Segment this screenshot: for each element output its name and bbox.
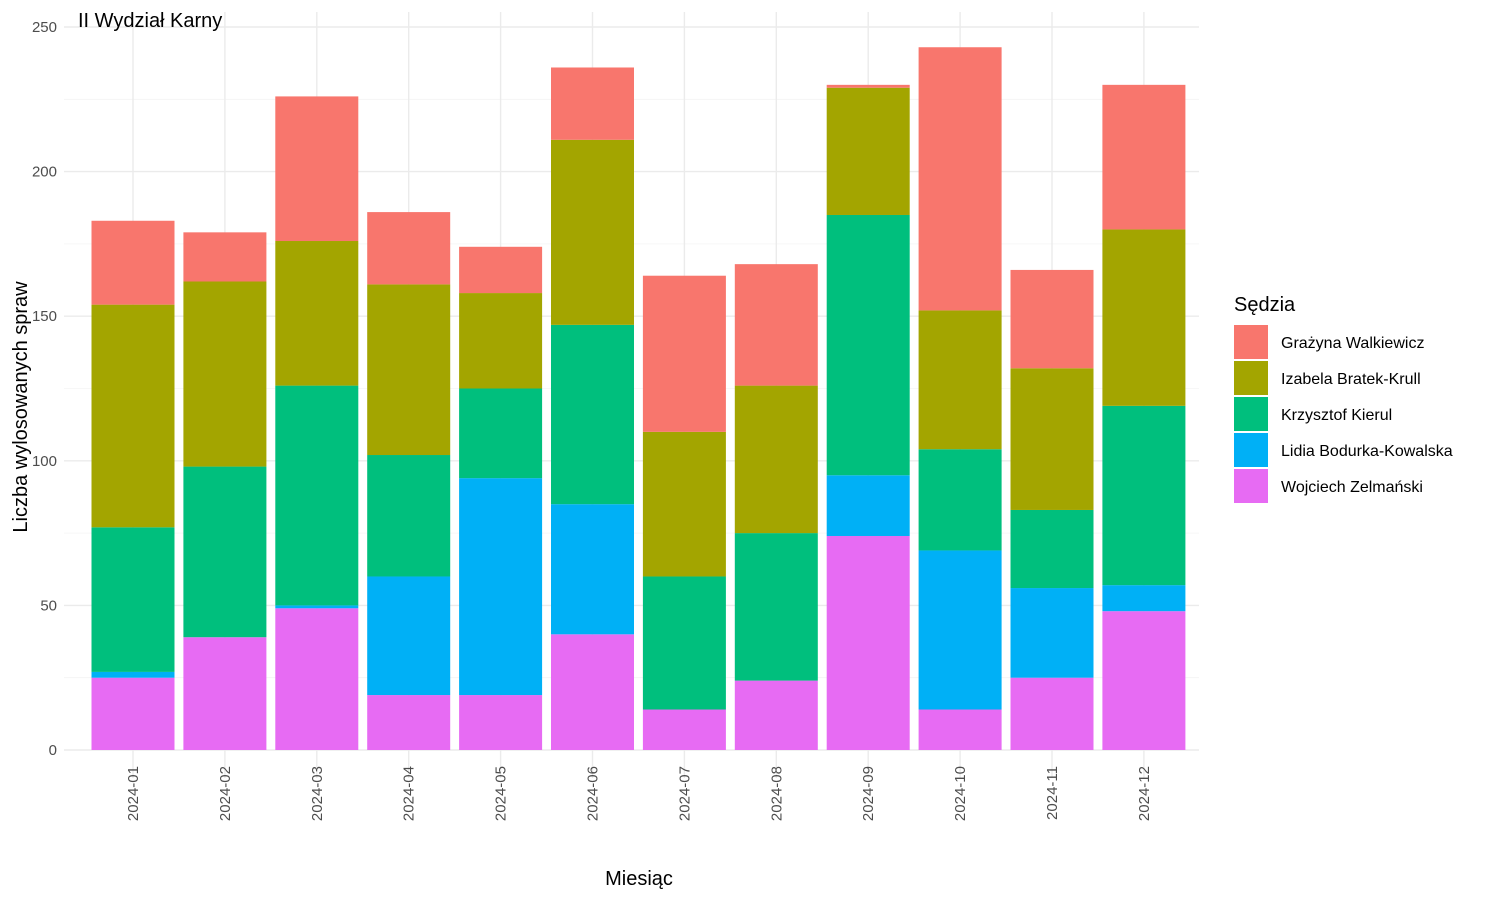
x-tick-label: 2024-10	[952, 766, 969, 821]
bar-segment	[918, 310, 1002, 450]
bar-segment	[275, 241, 359, 386]
bar-segment	[642, 709, 726, 750]
legend: Sędzia Grażyna Walkiewicz Izabela Bratek-…	[1234, 294, 1453, 503]
y-tick-label: 250	[32, 19, 57, 36]
bar-segment	[734, 680, 818, 750]
bar-segment	[918, 709, 1002, 750]
bar-segment	[918, 449, 1002, 551]
x-tick-label: 2024-11	[1044, 766, 1061, 820]
legend-key	[1234, 325, 1268, 359]
legend-label: Krzysztof Kierul	[1281, 407, 1392, 424]
bar-segment	[642, 275, 726, 432]
bar-segment	[826, 535, 910, 750]
x-tick-label: 2024-03	[309, 766, 326, 821]
bar-segment	[1102, 405, 1186, 586]
bar-segment	[826, 475, 910, 536]
x-tick-label: 2024-12	[1136, 766, 1153, 821]
bar-segment	[1102, 229, 1186, 406]
bar-segment	[642, 431, 726, 577]
bar-segment	[551, 139, 634, 325]
x-tick-label: 2024-07	[676, 766, 693, 821]
bar-segment	[1102, 84, 1186, 230]
bar-segment	[367, 284, 451, 456]
bar-segment	[275, 608, 359, 750]
legend-label: Lidia Bodurka-Kowalska	[1281, 443, 1453, 460]
bar-segment	[183, 637, 267, 750]
bar-segment	[734, 264, 818, 386]
bar-segment	[275, 96, 359, 242]
bar-segment	[367, 576, 451, 696]
bar-segment	[826, 214, 910, 476]
bar-segment	[91, 677, 175, 750]
bar-segment	[275, 605, 359, 609]
x-tick-label: 2024-08	[768, 766, 785, 821]
y-axis-ticks: 0 50 100 150 200 250	[32, 19, 57, 759]
bar-segment	[183, 232, 267, 282]
bar-segment	[551, 504, 634, 635]
x-tick-label: 2024-05	[493, 766, 510, 821]
bar-segment	[734, 533, 818, 681]
bar-segment	[642, 576, 726, 710]
y-tick-label: 200	[32, 164, 57, 181]
legend-label: Wojciech Zelmański	[1281, 479, 1423, 496]
bars	[91, 47, 1186, 750]
y-tick-label: 100	[32, 453, 57, 470]
legend-key	[1234, 433, 1268, 467]
bar-segment	[367, 212, 451, 285]
bar-segment	[734, 385, 818, 534]
bar-segment	[275, 385, 359, 606]
bar-segment	[91, 527, 175, 672]
x-tick-label: 2024-06	[585, 766, 602, 821]
bar-segment	[1102, 585, 1186, 612]
bar-segment	[459, 695, 543, 750]
x-axis-title: Miesiąc	[605, 868, 673, 890]
bar-segment	[91, 304, 175, 528]
legend-key	[1234, 469, 1268, 503]
bar-segment	[367, 455, 451, 577]
y-axis-title: Liczba wylosowanych spraw	[10, 281, 32, 533]
y-tick-label: 150	[32, 308, 57, 325]
bar-segment	[91, 220, 175, 305]
bar-segment	[826, 84, 910, 88]
legend-key	[1234, 361, 1268, 395]
x-tick-label: 2024-09	[860, 766, 877, 821]
bar-segment	[91, 671, 175, 678]
bar-segment	[459, 478, 543, 696]
bar-segment	[367, 695, 451, 750]
x-tick-label: 2024-01	[125, 766, 142, 821]
legend-title: Sędzia	[1234, 294, 1296, 316]
bar-segment	[183, 281, 267, 467]
bar-segment	[1010, 368, 1094, 510]
y-tick-label: 50	[40, 597, 57, 614]
y-tick-label: 0	[49, 742, 57, 759]
x-tick-label: 2024-02	[217, 766, 234, 821]
bar-segment	[551, 67, 634, 140]
bar-segment	[1010, 509, 1094, 589]
bar-segment	[183, 466, 267, 638]
legend-label: Grażyna Walkiewicz	[1281, 335, 1424, 352]
bar-segment	[1010, 269, 1094, 369]
bar-segment	[551, 324, 634, 505]
bar-segment	[1010, 588, 1094, 678]
bar-segment	[1010, 677, 1094, 750]
bar-segment	[918, 47, 1002, 311]
legend-label: Izabela Bratek-Krull	[1281, 371, 1421, 388]
legend-key	[1234, 397, 1268, 431]
bar-segment	[918, 550, 1002, 710]
bar-segment	[826, 87, 910, 215]
x-axis-ticks: 2024-01 2024-02 2024-03 2024-04 2024-05 2024-…	[125, 766, 1153, 821]
x-tick-label: 2024-04	[401, 766, 418, 821]
bar-segment	[459, 293, 543, 389]
bar-segment	[459, 246, 543, 294]
chart-title: II Wydział Karny	[78, 10, 222, 32]
bar-segment	[459, 388, 543, 479]
bar-segment	[1102, 611, 1186, 750]
bar-segment	[551, 634, 634, 750]
